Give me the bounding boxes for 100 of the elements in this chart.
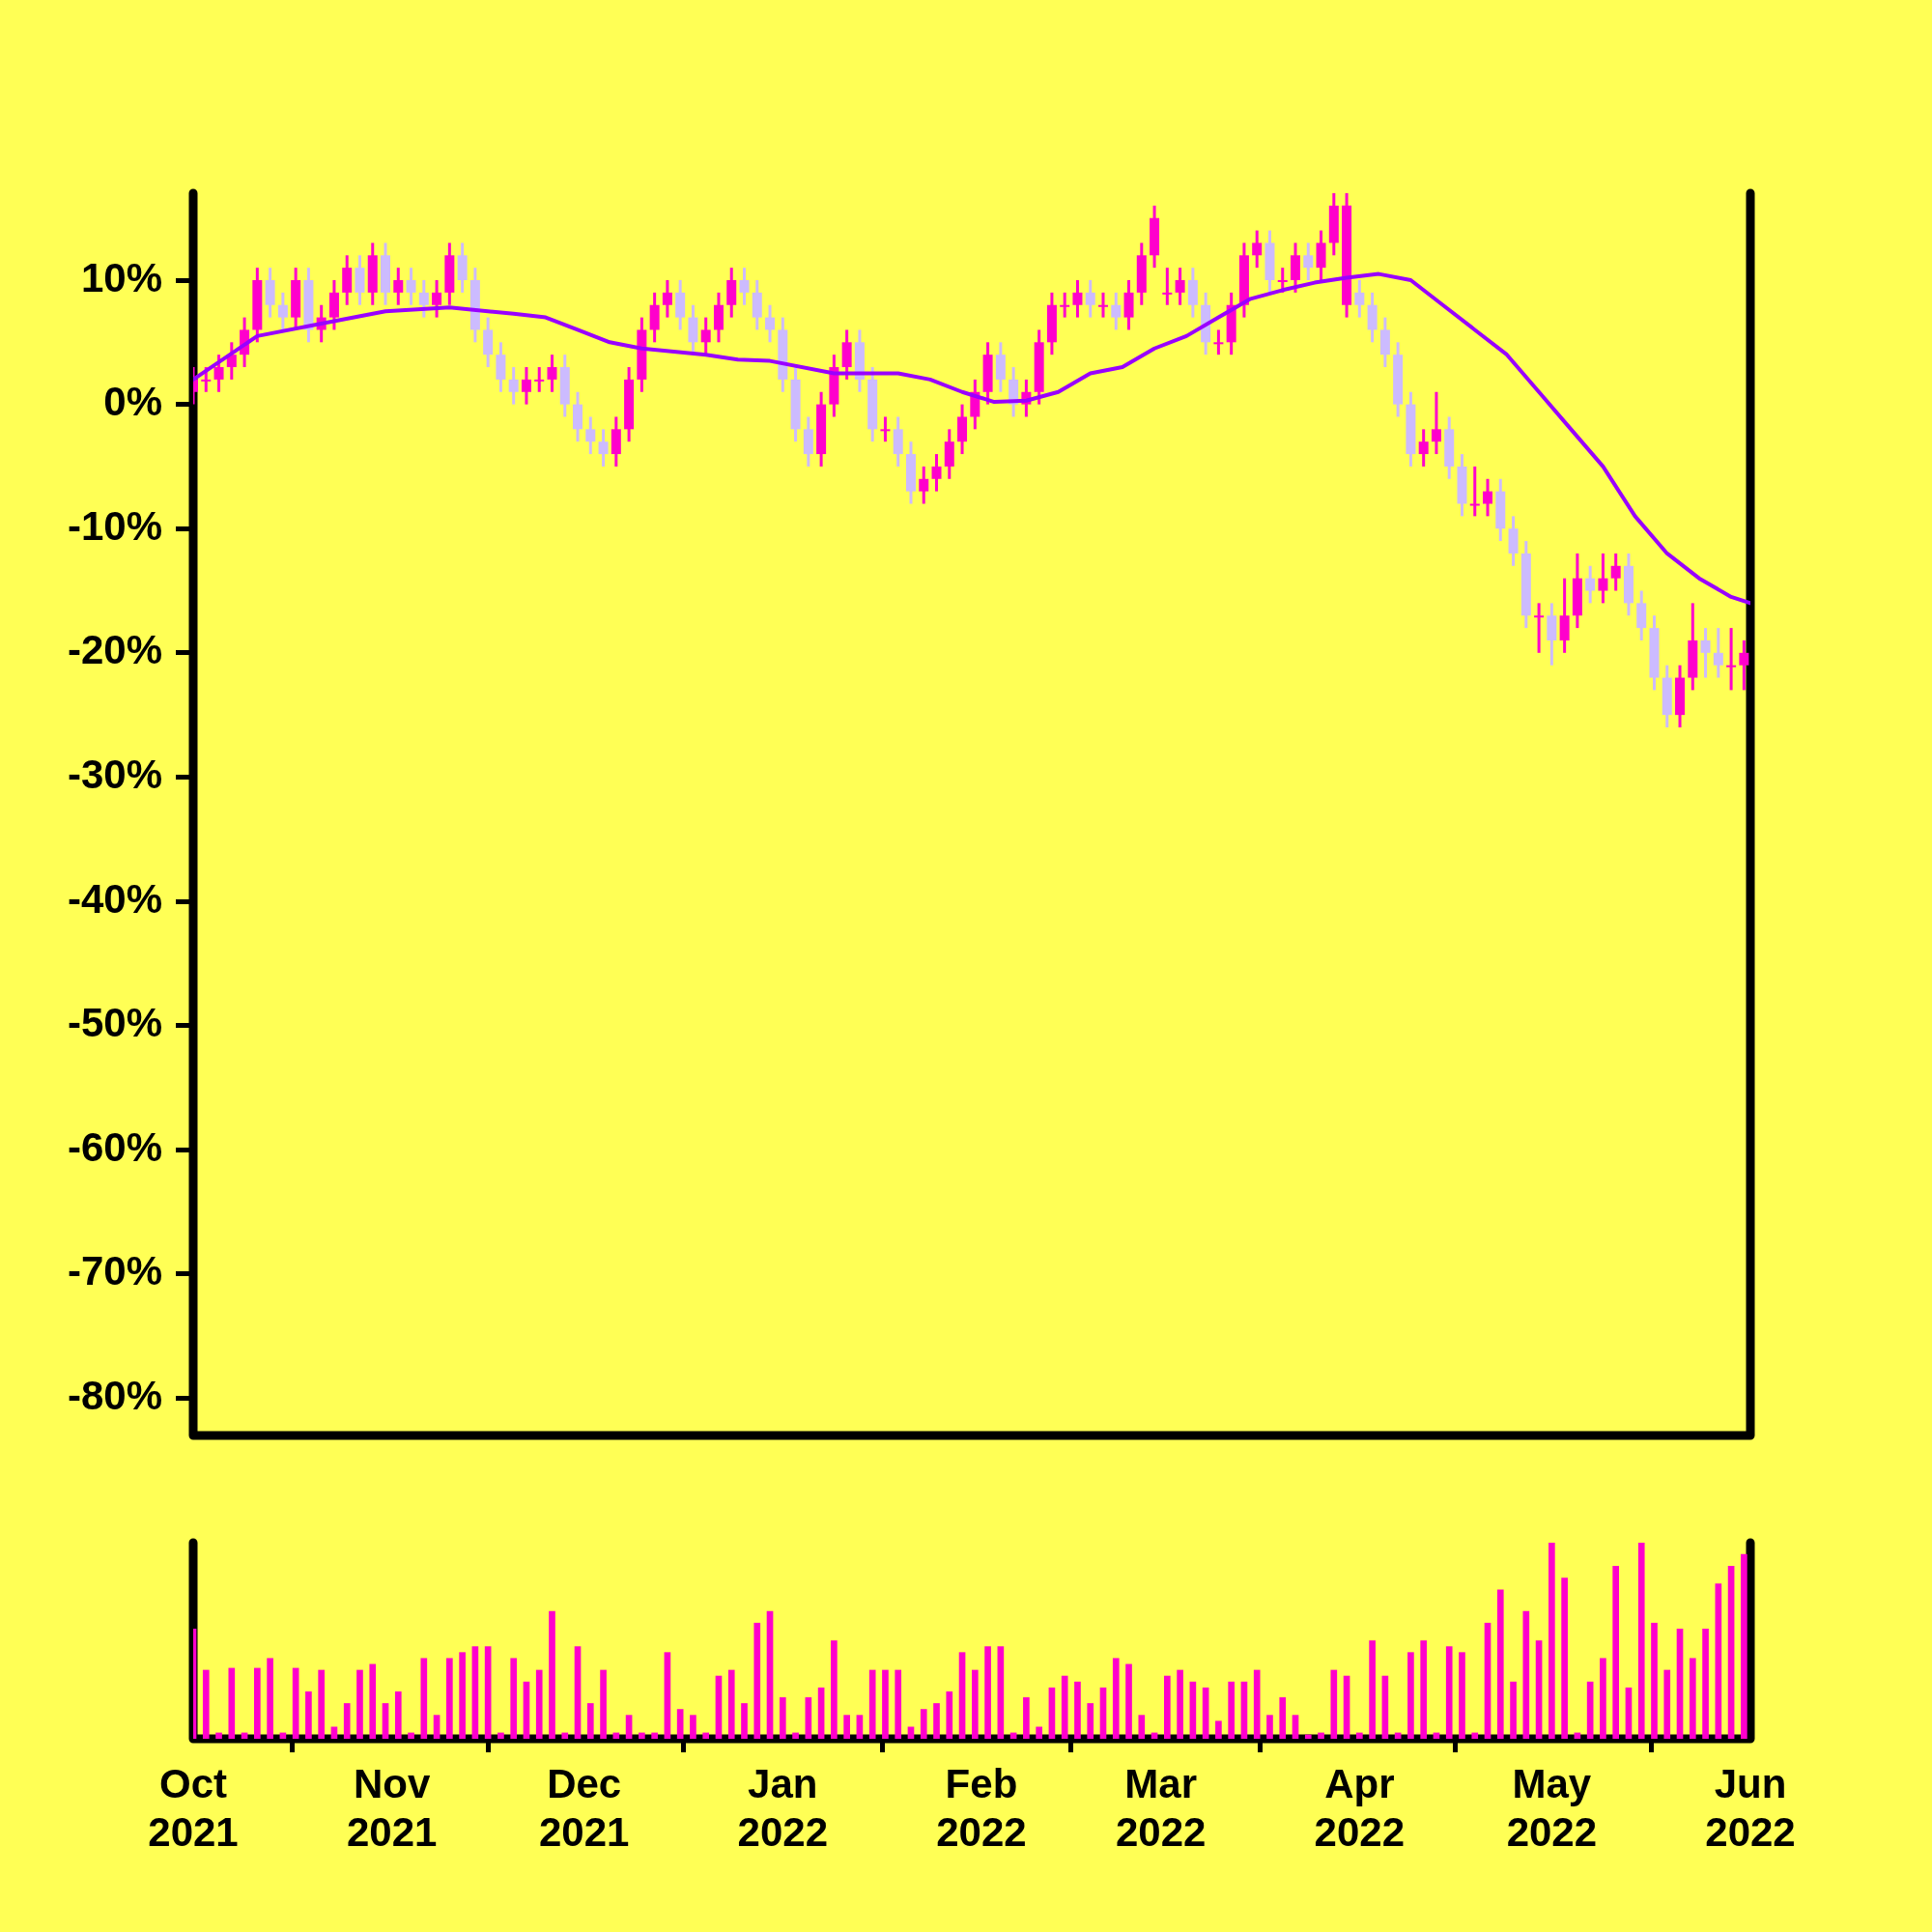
- x-tick-label: Jan 2022: [737, 1760, 829, 1856]
- bar: [1292, 1715, 1299, 1739]
- candlestick: [1700, 628, 1711, 678]
- candlestick: [1610, 552, 1621, 591]
- x-tick-label: Nov 2021: [346, 1760, 438, 1856]
- bar: [1625, 1687, 1633, 1739]
- bar: [1689, 1658, 1696, 1739]
- bar: [1356, 1732, 1363, 1739]
- bar: [1612, 1566, 1620, 1739]
- bar: [1087, 1703, 1094, 1739]
- candlestick: [1252, 230, 1263, 270]
- bar: [1061, 1675, 1068, 1739]
- bar: [1099, 1687, 1107, 1739]
- bar: [1304, 1734, 1312, 1739]
- candlestick: [418, 280, 429, 318]
- bar: [856, 1715, 864, 1739]
- bar: [920, 1709, 927, 1739]
- bar: [1522, 1610, 1530, 1739]
- bar: [1420, 1640, 1428, 1739]
- bar: [394, 1690, 402, 1739]
- candlestick: [765, 304, 776, 343]
- bar: [343, 1703, 351, 1739]
- y-tick-label: -10%: [67, 502, 162, 549]
- bar: [997, 1646, 1005, 1739]
- bar: [1279, 1697, 1287, 1739]
- bar: [510, 1658, 518, 1739]
- candlestick: [1726, 628, 1737, 691]
- bar: [228, 1667, 236, 1739]
- candlestick: [700, 317, 711, 355]
- x-tick-label: Jun 2022: [1705, 1760, 1796, 1856]
- bar: [1471, 1732, 1479, 1739]
- bar: [1343, 1675, 1350, 1739]
- candlestick: [1111, 291, 1122, 330]
- y-tick-label: -50%: [67, 1000, 162, 1046]
- candlestick: [534, 367, 545, 392]
- y-tick-label: -40%: [67, 875, 162, 922]
- bar: [1715, 1583, 1722, 1739]
- x-tick-label: Oct 2021: [148, 1760, 239, 1856]
- bar: [1561, 1577, 1568, 1739]
- bar: [933, 1703, 940, 1739]
- bar: [356, 1669, 363, 1739]
- bar: [1023, 1697, 1030, 1739]
- bar: [1637, 1543, 1645, 1739]
- bar: [882, 1669, 889, 1739]
- candlestick: [1060, 291, 1070, 318]
- bar: [1228, 1681, 1235, 1739]
- candlestick: [1418, 429, 1429, 467]
- candlestick: [508, 367, 519, 405]
- bar: [1702, 1628, 1709, 1739]
- bar: [549, 1610, 555, 1739]
- candlestick: [521, 367, 531, 405]
- candlestick: [598, 429, 609, 467]
- bar: [984, 1646, 991, 1739]
- bar: [382, 1703, 389, 1739]
- bar: [574, 1646, 582, 1739]
- bar: [202, 1669, 210, 1739]
- bar: [330, 1726, 338, 1739]
- bar: [805, 1697, 812, 1739]
- bar: [459, 1652, 466, 1739]
- bar: [792, 1732, 799, 1739]
- bar: [420, 1658, 428, 1739]
- candlestick: [662, 280, 672, 318]
- bar: [1651, 1622, 1658, 1739]
- candlestick: [393, 268, 404, 305]
- x-tick-label: Feb 2022: [936, 1760, 1027, 1856]
- candlestick: [432, 280, 442, 318]
- bar: [1202, 1687, 1209, 1739]
- candlestick: [1303, 242, 1314, 281]
- bar: [946, 1690, 953, 1739]
- bar: [561, 1732, 569, 1739]
- bar: [292, 1667, 299, 1739]
- bar: [1164, 1675, 1171, 1739]
- candlestick: [1085, 280, 1095, 318]
- bar: [676, 1709, 684, 1739]
- bar: [267, 1658, 273, 1739]
- bar: [639, 1732, 645, 1739]
- y-tick-label: 10%: [80, 254, 162, 300]
- bar: [1112, 1658, 1120, 1739]
- bar: [1381, 1675, 1389, 1739]
- candlestick: [585, 416, 596, 456]
- candlestick: [1713, 628, 1723, 678]
- bar: [586, 1703, 594, 1739]
- bar: [1189, 1681, 1197, 1739]
- bar: [254, 1667, 261, 1739]
- x-tick-label: Apr 2022: [1314, 1760, 1406, 1856]
- bar: [1676, 1628, 1684, 1739]
- bar: [446, 1658, 453, 1739]
- bar: [523, 1681, 530, 1739]
- candlestick: [931, 454, 942, 492]
- candlestick: [1175, 268, 1185, 305]
- bar: [741, 1703, 748, 1739]
- candlestick: [1739, 639, 1749, 691]
- candlestick: [1431, 390, 1441, 456]
- bar: [1240, 1681, 1248, 1739]
- candlestick: [1483, 477, 1493, 517]
- bar: [1318, 1732, 1324, 1739]
- x-tick-label: Dec 2021: [538, 1760, 630, 1856]
- bar: [612, 1732, 620, 1739]
- bar: [1510, 1681, 1517, 1739]
- candlestick: [1072, 280, 1083, 318]
